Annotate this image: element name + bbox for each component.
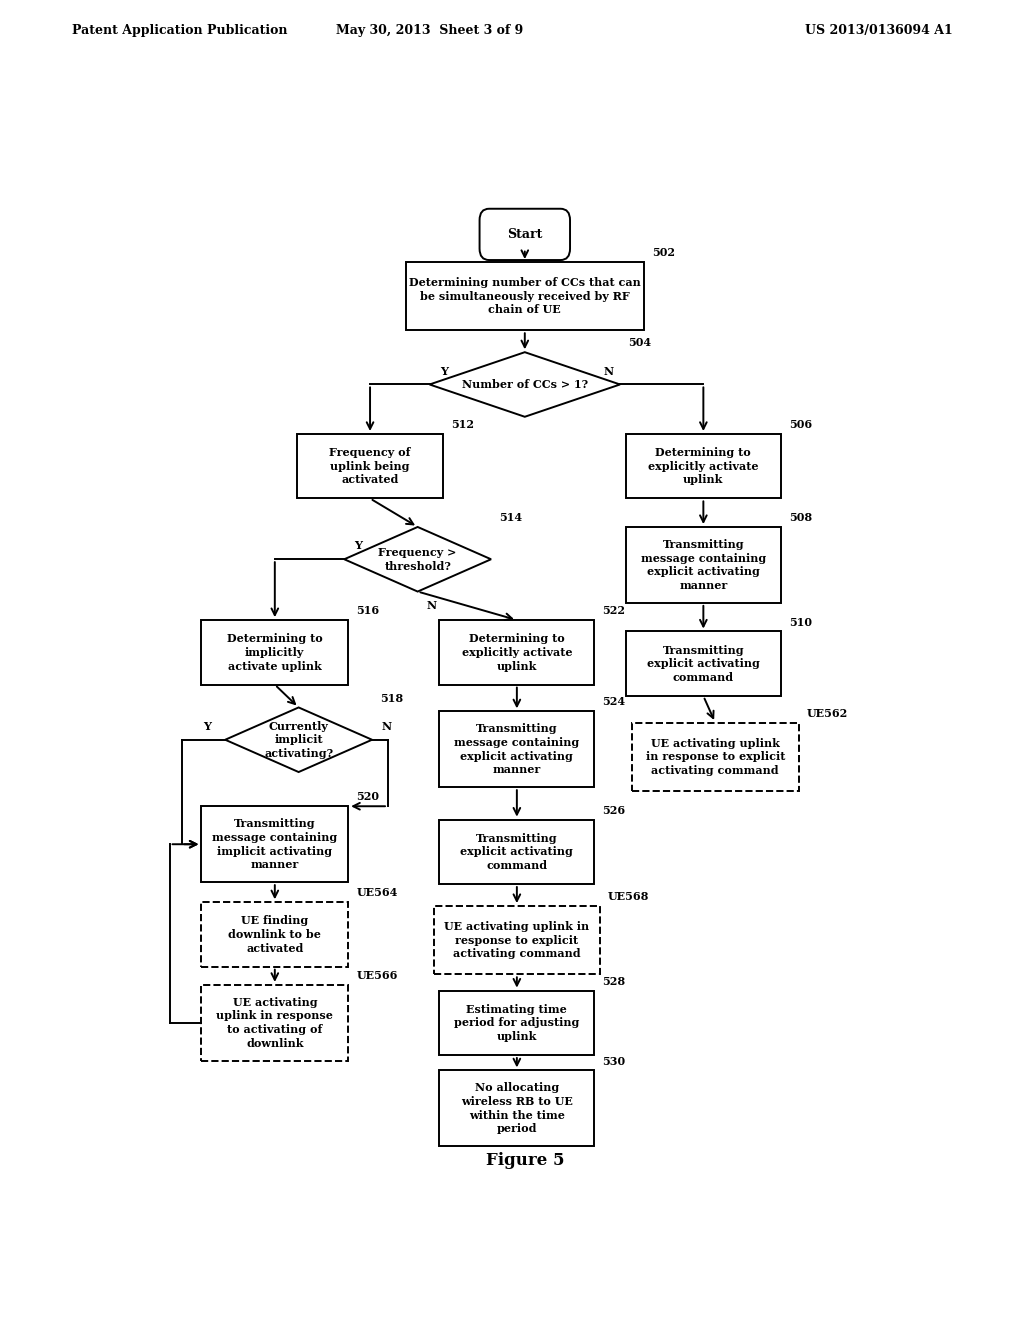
Text: 530: 530 bbox=[602, 1056, 626, 1067]
Bar bbox=[626, 631, 780, 696]
Text: 508: 508 bbox=[788, 512, 812, 523]
Text: UE activating
uplink in response
to activating of
downlink: UE activating uplink in response to acti… bbox=[216, 997, 333, 1049]
Text: Y: Y bbox=[440, 366, 447, 376]
Text: 518: 518 bbox=[380, 693, 403, 704]
Text: 522: 522 bbox=[602, 606, 626, 616]
Text: No allocating
wireless RB to UE
within the time
period: No allocating wireless RB to UE within t… bbox=[461, 1082, 572, 1134]
Text: N: N bbox=[427, 601, 437, 611]
Text: UE564: UE564 bbox=[356, 887, 397, 899]
Text: Determining to
explicitly activate
uplink: Determining to explicitly activate uplin… bbox=[648, 447, 759, 486]
Text: 524: 524 bbox=[602, 697, 626, 708]
Text: Transmitting
message containing
explicit activating
manner: Transmitting message containing explicit… bbox=[455, 723, 580, 775]
Bar bbox=[626, 434, 780, 499]
Text: Determining to
implicitly
activate uplink: Determining to implicitly activate uplin… bbox=[227, 634, 323, 672]
Text: Frequency >
threshold?: Frequency > threshold? bbox=[379, 546, 457, 572]
Bar bbox=[439, 990, 594, 1055]
Text: 512: 512 bbox=[452, 418, 474, 430]
Polygon shape bbox=[430, 352, 620, 417]
Text: Estimating time
period for adjusting
uplink: Estimating time period for adjusting upl… bbox=[455, 1003, 580, 1041]
Text: 502: 502 bbox=[652, 247, 675, 259]
Text: N: N bbox=[603, 366, 613, 376]
Text: Currently
implicit
activating?: Currently implicit activating? bbox=[264, 721, 333, 759]
Text: UE activating uplink
in response to explicit
activating command: UE activating uplink in response to expl… bbox=[645, 738, 785, 776]
Bar bbox=[433, 906, 600, 974]
Bar bbox=[439, 620, 594, 685]
Bar bbox=[439, 820, 594, 884]
Bar bbox=[202, 807, 348, 882]
Bar bbox=[202, 902, 348, 966]
Bar bbox=[439, 1071, 594, 1146]
Text: May 30, 2013  Sheet 3 of 9: May 30, 2013 Sheet 3 of 9 bbox=[337, 24, 523, 37]
Text: Transmitting
explicit activating
command: Transmitting explicit activating command bbox=[461, 833, 573, 871]
Text: 520: 520 bbox=[356, 792, 379, 803]
Text: Transmitting
message containing
implicit activating
manner: Transmitting message containing implicit… bbox=[212, 818, 338, 870]
Bar bbox=[626, 527, 780, 603]
Text: 510: 510 bbox=[788, 616, 812, 627]
FancyBboxPatch shape bbox=[479, 209, 570, 260]
Bar bbox=[202, 985, 348, 1061]
Text: 516: 516 bbox=[356, 606, 379, 616]
Text: UE finding
downlink to be
activated: UE finding downlink to be activated bbox=[228, 915, 322, 953]
Text: Number of CCs > 1?: Number of CCs > 1? bbox=[462, 379, 588, 389]
Text: N: N bbox=[381, 721, 391, 733]
Text: Transmitting
explicit activating
command: Transmitting explicit activating command bbox=[647, 644, 760, 682]
Text: US 2013/0136094 A1: US 2013/0136094 A1 bbox=[805, 24, 952, 37]
Text: Transmitting
message containing
explicit activating
manner: Transmitting message containing explicit… bbox=[641, 539, 766, 591]
Text: Y: Y bbox=[354, 540, 362, 552]
Text: UE568: UE568 bbox=[608, 891, 649, 902]
Bar bbox=[439, 711, 594, 787]
Text: Patent Application Publication: Patent Application Publication bbox=[72, 24, 287, 37]
Text: Figure 5: Figure 5 bbox=[485, 1152, 564, 1170]
Text: Determining to
explicitly activate
uplink: Determining to explicitly activate uplin… bbox=[462, 634, 572, 672]
Text: 514: 514 bbox=[499, 512, 522, 523]
Bar bbox=[297, 434, 443, 499]
Text: Frequency of
uplink being
activated: Frequency of uplink being activated bbox=[330, 447, 411, 486]
Text: UE activating uplink in
response to explicit
activating command: UE activating uplink in response to expl… bbox=[444, 921, 590, 960]
Text: UE566: UE566 bbox=[356, 970, 397, 981]
Text: Y: Y bbox=[203, 721, 211, 733]
Bar bbox=[406, 261, 644, 330]
Polygon shape bbox=[344, 527, 492, 591]
Polygon shape bbox=[225, 708, 372, 772]
Text: Start: Start bbox=[507, 228, 543, 240]
Text: 528: 528 bbox=[602, 975, 626, 987]
Text: 504: 504 bbox=[628, 338, 651, 348]
Text: Determining number of CCs that can
be simultaneously received by RF
chain of UE: Determining number of CCs that can be si… bbox=[409, 277, 641, 315]
Bar bbox=[202, 620, 348, 685]
Text: 526: 526 bbox=[602, 805, 626, 816]
Bar bbox=[632, 722, 799, 791]
Text: 506: 506 bbox=[788, 418, 812, 430]
Text: UE562: UE562 bbox=[807, 708, 848, 719]
